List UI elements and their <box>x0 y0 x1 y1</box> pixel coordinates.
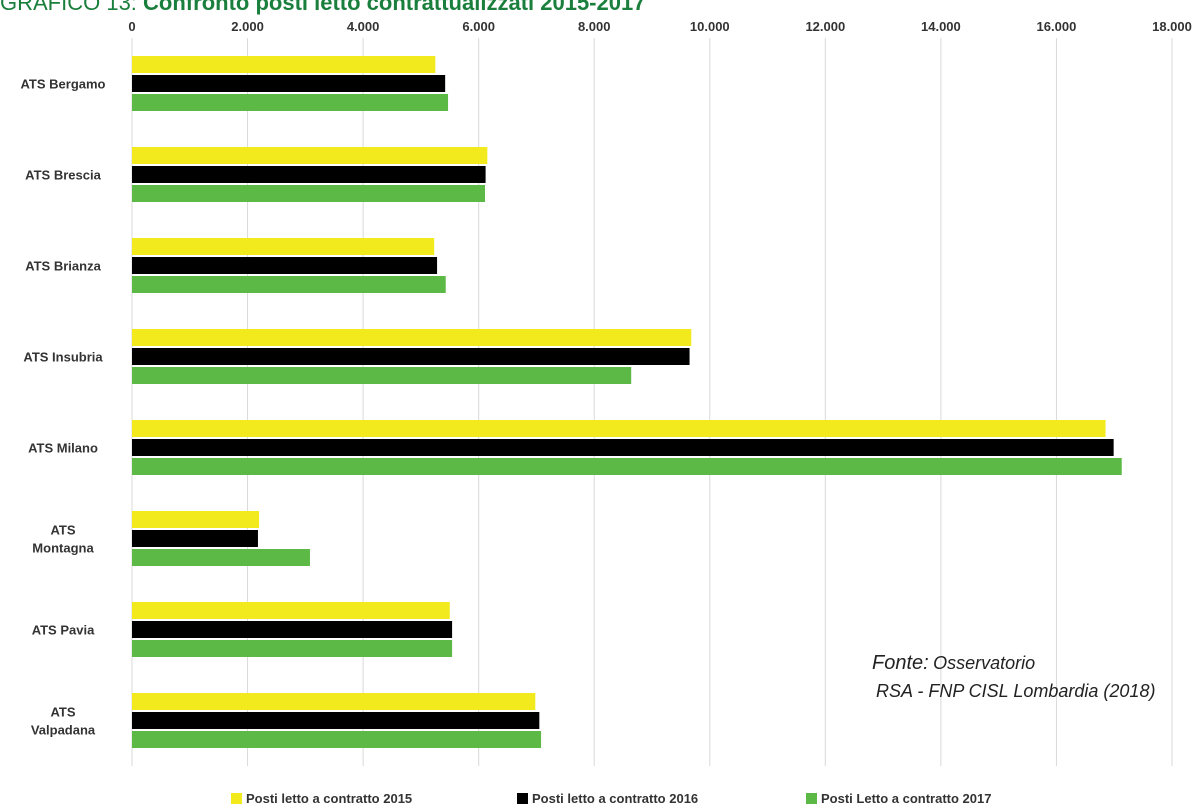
category-label: ATS Brianza <box>25 259 101 274</box>
chart-title-main: Confronto posti letto contrattualizzati … <box>143 0 646 15</box>
category-label-line: ATS Brescia <box>25 168 101 183</box>
category-label: ATS Pavia <box>32 623 95 638</box>
chart-title: GRAFICO 13: Confronto posti letto contra… <box>0 0 645 15</box>
bar <box>132 94 449 111</box>
legend-label: Posti letto a contratto 2015 <box>246 791 413 806</box>
bar <box>132 329 692 346</box>
x-tick-label: 16.000 <box>1037 19 1077 34</box>
x-tick-label: 18.000 <box>1152 19 1192 34</box>
x-tick-label: 12.000 <box>805 19 845 34</box>
category-label-line: ATS Milano <box>28 441 98 456</box>
bar <box>132 549 310 566</box>
bar <box>132 75 446 92</box>
category-label-line: Montagna <box>32 541 94 556</box>
source-line1: Osservatorio <box>933 653 1036 673</box>
x-tick-label: 8.000 <box>578 19 611 34</box>
category-label: ATS Valpadana <box>31 705 96 738</box>
source-label: Fonte: <box>872 652 929 674</box>
chart-title-prefix: GRAFICO 13: <box>0 0 137 15</box>
chart-legend: Posti letto a contratto 2015 Posti letto … <box>0 791 1197 809</box>
source-note: Fonte: Osservatorio RSA - FNP CISL Lomba… <box>872 650 1192 704</box>
category-label: ATS Brescia <box>25 168 101 183</box>
bar <box>132 56 436 73</box>
source-line2: RSA - FNP CISL Lombardia (2018) <box>876 681 1156 701</box>
legend-swatch <box>806 793 817 804</box>
bar <box>132 348 690 365</box>
legend-swatch <box>517 793 528 804</box>
legend-item: Posti letto a contratto 2015 <box>231 791 412 806</box>
category-label: ATS Montagna <box>32 523 94 556</box>
bar <box>132 511 260 528</box>
category-label-line: ATS Insubria <box>23 350 103 365</box>
bar <box>132 185 486 202</box>
bar <box>132 458 1122 475</box>
bar <box>132 530 258 547</box>
x-tick-label: 6.000 <box>462 19 495 34</box>
x-tick-label: 14.000 <box>921 19 961 34</box>
legend-item: Posti letto a contratto 2016 <box>517 791 698 806</box>
bar <box>132 602 450 619</box>
x-tick-label: 2.000 <box>231 19 264 34</box>
bar <box>132 420 1106 437</box>
bar <box>132 621 453 638</box>
legend-label: Posti Letto a contratto 2017 <box>821 791 992 806</box>
x-tick-label: 4.000 <box>347 19 380 34</box>
x-tick-label: 10.000 <box>690 19 730 34</box>
category-label-line: ATS <box>50 523 75 538</box>
legend-swatch <box>231 793 242 804</box>
bar <box>132 166 486 183</box>
category-label-line: Valpadana <box>31 723 96 738</box>
bar <box>132 693 536 710</box>
category-label: ATS Insubria <box>23 350 103 365</box>
legend-label: Posti letto a contratto 2016 <box>532 791 699 806</box>
legend-item: Posti Letto a contratto 2017 <box>806 791 991 806</box>
category-label-line: ATS Bergamo <box>21 77 106 92</box>
bar <box>132 731 542 748</box>
bar-chart: 0 2.000 4.000 6.000 8.000 10.000 12.000 14.000 1… <box>21 19 1192 766</box>
category-label: ATS Milano <box>28 441 98 456</box>
bar <box>132 238 435 255</box>
x-tick-label: 0 <box>128 19 135 34</box>
bar <box>132 257 438 274</box>
bar <box>132 276 446 293</box>
bar <box>132 640 453 657</box>
bar <box>132 147 488 164</box>
bar <box>132 367 632 384</box>
bar <box>132 439 1114 456</box>
category-label-line: ATS Pavia <box>32 623 95 638</box>
category-label-line: ATS Brianza <box>25 259 101 274</box>
bar <box>132 712 540 729</box>
category-label: ATS Bergamo <box>21 77 106 92</box>
category-label-line: ATS <box>50 705 75 720</box>
